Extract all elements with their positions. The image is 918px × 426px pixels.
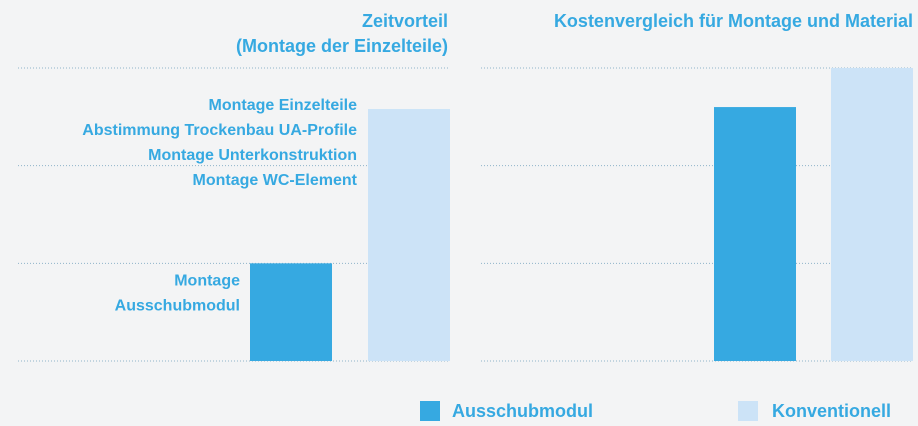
bar (250, 263, 332, 361)
bar (368, 109, 450, 362)
legend-label: Konventionell (772, 401, 891, 421)
bar (831, 68, 913, 361)
legend-swatch (420, 401, 440, 421)
bar-annotation: Ausschubmodul (115, 298, 240, 315)
legend-label: Ausschubmodul (452, 401, 593, 421)
bar-annotation: Abstimmung Trockenbau UA-Profile (82, 122, 357, 139)
bar-annotation: Montage Unterkonstruktion (148, 147, 357, 164)
bar (714, 107, 796, 361)
bar-annotation: Montage (174, 273, 240, 290)
bar-annotation: Montage WC-Element (193, 172, 358, 189)
chart-title: Kostenvergleich für Montage und Material (554, 11, 913, 31)
chart-title: (Montage der Einzelteile) (236, 36, 448, 56)
bar-annotation: Montage Einzelteile (209, 97, 358, 114)
legend-swatch (738, 401, 758, 421)
chart-title: Zeitvorteil (362, 11, 448, 31)
